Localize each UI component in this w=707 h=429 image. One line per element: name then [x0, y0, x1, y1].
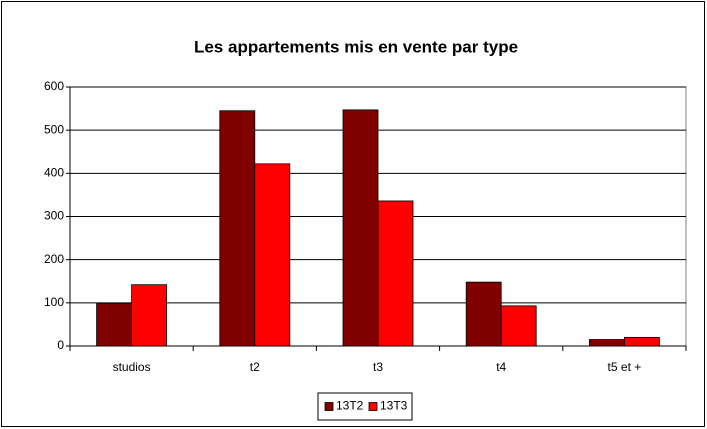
- y-tick-label: 200: [44, 252, 64, 266]
- legend-label: 13T2: [336, 399, 364, 413]
- x-tick-label: t2: [250, 360, 260, 374]
- bar: [500, 305, 537, 347]
- legend-swatch: [324, 402, 334, 411]
- bar: [589, 339, 625, 347]
- y-tick-label: 300: [44, 209, 64, 223]
- x-tick-label: t3: [373, 360, 383, 374]
- y-tick-label: 400: [44, 166, 64, 180]
- x-tick-label: studios: [113, 360, 151, 374]
- bar: [377, 200, 414, 347]
- legend-box: [317, 392, 413, 421]
- bar: [465, 281, 502, 347]
- legend-label: 13T3: [380, 399, 408, 413]
- bar: [342, 109, 379, 347]
- bar: [624, 336, 660, 347]
- y-tick-label: 100: [44, 295, 64, 309]
- chart-title: Les appartements mis en vente par type: [194, 37, 518, 56]
- y-tick-label: 600: [44, 79, 64, 93]
- y-tick-label: 0: [57, 338, 64, 352]
- legend-swatch: [368, 402, 378, 411]
- bar: [254, 163, 291, 347]
- bar: [96, 303, 132, 347]
- x-tick-label: t5 et +: [608, 360, 642, 374]
- y-tick-label: 500: [44, 122, 64, 136]
- x-tick-label: t4: [496, 360, 506, 374]
- bar: [219, 110, 256, 347]
- bar: [131, 284, 168, 347]
